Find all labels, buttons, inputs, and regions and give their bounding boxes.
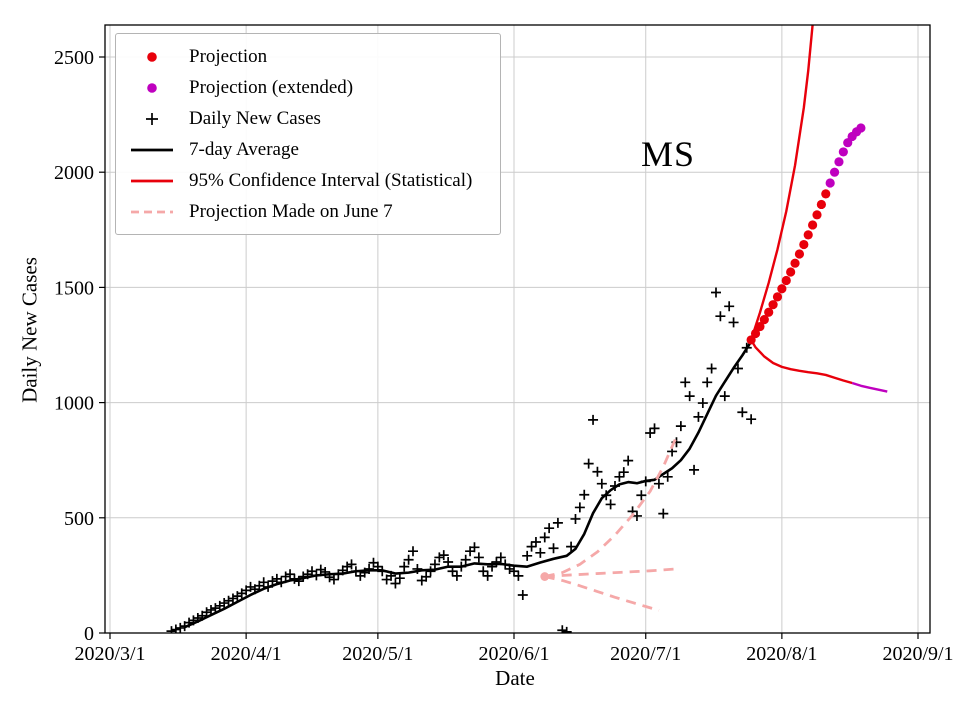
legend-item-projection: Projection [124,41,496,72]
x-tick-label: 2020/9/1 [882,643,953,665]
plot-frame [104,24,931,634]
legend-marker [124,112,180,126]
y-tick-label: 2000 [54,162,94,184]
dot-legend-marker-icon [147,51,157,62]
legend-item-label: Projection [189,45,268,67]
legend-item-label: Projection Made on June 7 [189,200,393,222]
series-projection-made-on-june-7-middle [540,567,677,581]
series-daily-new-cases [166,287,757,633]
legend-marker [124,205,180,219]
legend-marker [124,143,180,157]
state-annotation: MS [641,134,696,174]
y-axis-label: Daily New Cases [17,257,42,403]
axis-ticks: 0 500 1000 1500 2000 2500 2020/3/1 2020/4/1 2020… [54,47,954,665]
x-axis-label: Date [495,666,535,690]
legend-item-label: Projection (extended) [189,76,354,98]
y-tick-label: 500 [64,508,94,530]
x-tick-label: 2020/3/1 [74,643,145,665]
line-legend-marker-icon [131,179,173,182]
series-95-confidence-interval-upper [749,25,814,341]
legend-item-label: Daily New Cases [189,107,321,129]
legend-item-label: 95% Confidence Interval (Statistical) [189,169,473,191]
x-tick-label: 2020/7/1 [610,643,681,665]
y-tick-label: 1500 [54,277,94,299]
legend: Projection Projection (extended) Daily New… [115,33,501,235]
y-tick-label: 1000 [54,393,94,415]
legend-item-7-day-average: 7-day Average [124,134,496,165]
series-95-confidence-interval-lower [750,339,853,385]
series-projection-made-on-june-7-lower [544,575,660,612]
plus-legend-marker-icon [146,112,158,125]
y-tick-label: 0 [84,623,94,645]
line-legend-marker-icon [131,148,173,151]
legend-item-projection-made-on-june-7: Projection Made on June 7 [124,196,496,227]
plot-area [166,25,888,633]
x-tick-label: 2020/4/1 [211,643,282,665]
series-confidence-interval-lower-extended [851,381,888,393]
legend-item-projection-extended: Projection (extended) [124,72,496,103]
legend-item-95-confidence-interval-statistical: 95% Confidence Interval (Statistical) [124,165,496,196]
legend-item-label: 7-day Average [189,138,299,160]
y-tick-label: 2500 [54,47,94,69]
x-tick-label: 2020/6/1 [478,643,549,665]
legend-marker [124,50,180,64]
series-projection-made-on-june-7-upper [544,436,678,578]
series-projection [746,189,831,345]
legend-item-daily-new-cases: Daily New Cases [124,103,496,134]
x-tick-label: 2020/5/1 [342,643,413,665]
x-tick-label: 2020/8/1 [746,643,817,665]
series-projection-extended [825,123,866,188]
dashed-legend-marker-icon [131,210,173,213]
legend-marker [124,174,180,188]
legend-marker [124,81,180,95]
dot-legend-marker-icon [147,82,157,93]
series-7-day-average [184,340,753,629]
